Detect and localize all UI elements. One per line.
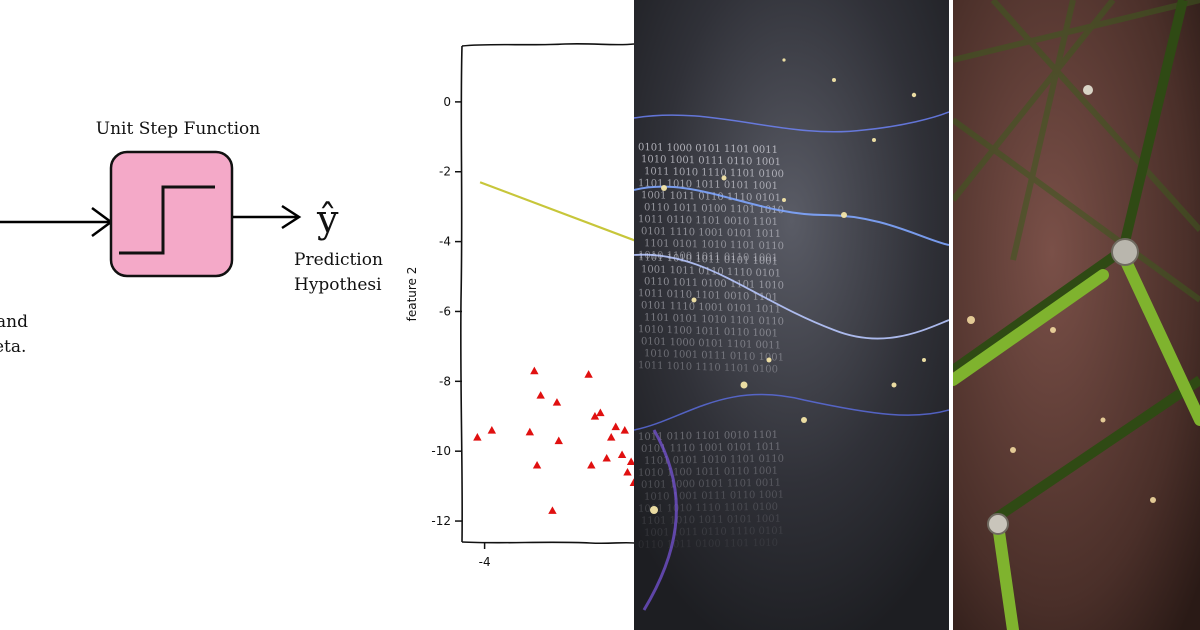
decision-boundary-line: [479, 181, 634, 242]
unit-step-title: Unit Step Function: [96, 119, 260, 139]
binary-digits-row: 0101 1000 0101 1101 0011: [641, 478, 781, 491]
binary-digits-row: 1001 1011 0110 1110 0101: [641, 190, 781, 204]
step-function-icon: [119, 185, 215, 255]
y-tick-label: -2: [439, 165, 451, 179]
scatter-point: [590, 412, 600, 420]
binary-digits-row: 1101 1010 1011 0101 1001: [641, 514, 781, 527]
scatter-point: [596, 408, 605, 417]
scatter-point: [584, 370, 593, 378]
output-arrowhead: [281, 204, 302, 230]
y-hat-symbol: ŷ: [316, 197, 339, 241]
binary-digits-row: 1010 1001 0111 0110 1001: [641, 154, 781, 168]
binary-digits-row: 1011 0110 1101 0010 1101: [638, 430, 778, 443]
binary-digits-row: 0101 1000 0101 1101 0011: [638, 142, 778, 156]
binary-digits-row: 1010 1100 1011 0110 1001: [638, 250, 778, 264]
scatter-point: [617, 450, 627, 459]
hypothesis-label: Hypothesi: [294, 275, 382, 295]
scatter-plot-panel: feature 2 0-2-4-6-8-10-12 -4-2: [400, 0, 634, 630]
scatter-point: [525, 427, 535, 436]
prediction-label: Prediction: [294, 250, 383, 270]
binary-digits-row: 1001 1011 0110 1110 0101: [644, 526, 784, 539]
image-separator: [949, 0, 953, 630]
binary-digits-row: 1101 0101 1010 1101 0110: [644, 238, 784, 252]
rope-network-image: [953, 0, 1200, 630]
binary-digits-row: 1011 1010 1110 1101 0100: [638, 360, 778, 375]
binary-digits-row: 1001 1011 0110 1110 0101: [641, 264, 781, 279]
scatter-point: [611, 422, 620, 431]
scatter-point: [473, 433, 482, 441]
perceptron-diagram-panel: Unit Step Function ŷ Prediction Hypothes…: [0, 0, 400, 630]
scatter-point: [487, 426, 497, 434]
binary-digits-row: 0110 1011 0100 1101 1010: [638, 538, 778, 551]
y-axis-label: feature 2: [405, 267, 419, 322]
scatter-point: [602, 453, 611, 462]
binary-data-photo: 0101 1000 0101 1101 0011 1010 1001 0111 0…: [634, 0, 949, 630]
binary-digits-row: 1010 1100 1011 0110 1001: [638, 466, 778, 479]
binary-digits-row: 0110 1011 0100 1101 1010: [644, 202, 784, 216]
scatter-point: [554, 436, 563, 445]
scatter-point: [629, 478, 634, 486]
scatter-point: [552, 398, 562, 406]
binary-digits-row: 0101 1110 1001 0101 1011: [641, 226, 781, 240]
binary-digits-row: 0101 1110 1001 0101 1011: [641, 300, 781, 315]
left-text-line-1: and: [0, 312, 28, 332]
binary-digits-row: 1010 1001 0111 0110 1001: [644, 490, 784, 503]
scatter-point: [587, 460, 596, 469]
binary-digits-row: 0101 1110 1001 0101 1011: [641, 442, 781, 455]
y-tick-label: -6: [439, 304, 451, 318]
binary-digits-row: 1101 1010 1011 0101 1001: [638, 178, 778, 192]
y-tick-label: -4: [439, 235, 451, 249]
binary-digits-row: 1011 0110 1101 0010 1101: [638, 288, 778, 303]
binary-digits-row: 1101 0101 1010 1101 0110: [644, 312, 784, 327]
left-text-line-2: eta.: [0, 337, 26, 357]
plot-frame-top: [461, 43, 634, 47]
scatter-point: [620, 426, 629, 434]
binary-digits-row: 0101 1000 0101 1101 0011: [641, 336, 781, 351]
plot-frame-bottom: [461, 541, 634, 545]
binary-digits-row: 1010 1100 1011 0110 1001: [638, 324, 778, 339]
y-tick-label: -8: [439, 374, 451, 388]
binary-digits-row: 1011 0110 1101 0010 1101: [638, 214, 778, 228]
y-tick-label: 0: [443, 95, 451, 109]
scatter-point: [536, 391, 545, 399]
binary-digits-row: 1101 0101 1010 1101 0110: [644, 454, 784, 467]
binary-digits-row: 1010 1001 0111 0110 1001: [644, 348, 784, 363]
binary-digits-row: 0110 1011 0100 1101 1010: [644, 276, 784, 291]
x-tick-label: -4: [479, 555, 491, 569]
y-tick-label: -12: [431, 514, 451, 528]
scatter-point: [532, 460, 542, 469]
unit-step-box: [109, 150, 234, 278]
binary-digits-row: 1011 1010 1110 1101 0100: [644, 166, 784, 180]
binary-digits-row: 1011 1010 1110 1101 0100: [638, 502, 778, 515]
binary-digits-row: 1101 1010 1011 0101 1001: [638, 252, 778, 267]
scatter-point: [607, 433, 616, 441]
scatter-point: [548, 506, 557, 514]
network-rope-photo: [953, 0, 1200, 630]
scatter-point: [626, 457, 634, 466]
perceptron-diagram: Unit Step Function ŷ Prediction Hypothes…: [0, 119, 383, 357]
scatter-chart: feature 2 0-2-4-6-8-10-12 -4-2: [405, 43, 634, 569]
y-tick-label: -10: [431, 444, 451, 458]
plot-frame-left: [459, 45, 464, 543]
scatter-point: [530, 366, 539, 375]
scatter-point: [623, 467, 632, 476]
